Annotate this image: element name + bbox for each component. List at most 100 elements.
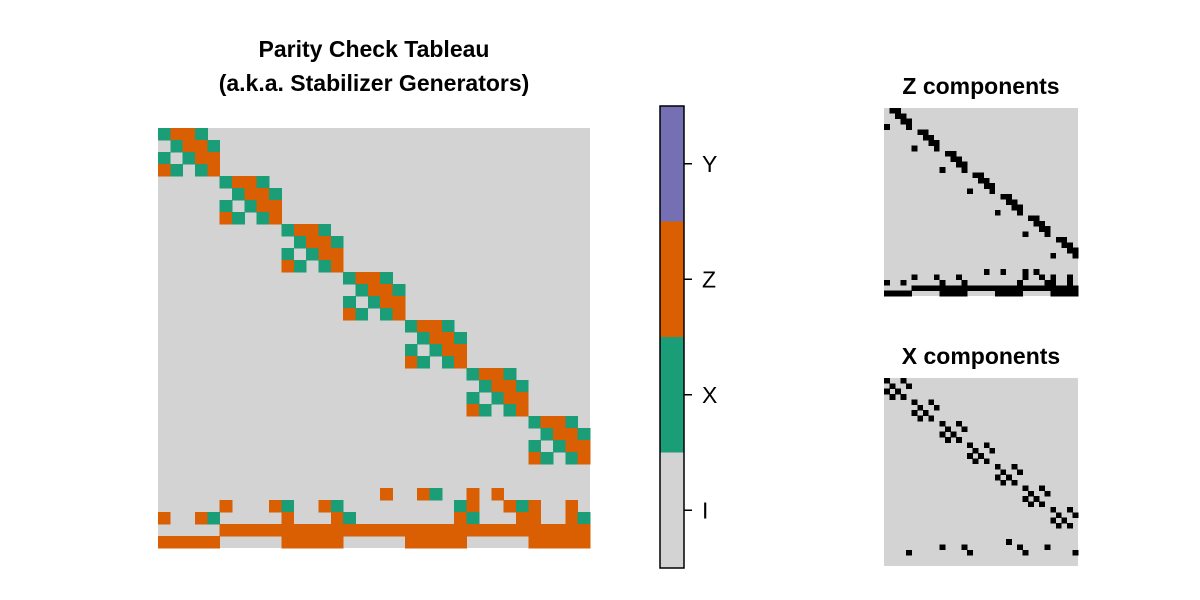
z-components-heatmap (884, 108, 1079, 297)
z-components-cell (983, 183, 990, 189)
x-components-cell (961, 426, 968, 433)
x-components-cell (1050, 506, 1057, 513)
tableau-cell-z (293, 524, 307, 537)
z-components-cell (989, 183, 996, 189)
tableau-cell-z (195, 512, 208, 525)
z-components-cell (989, 285, 996, 291)
x-components-cell (1066, 523, 1073, 529)
tableau-cell-x (195, 128, 208, 141)
tableau-cell-z (577, 536, 591, 549)
tableau-cell-x (565, 452, 579, 465)
tableau-cell-x (306, 248, 319, 261)
x-components-cell (944, 437, 951, 443)
tableau-cell-z (182, 140, 196, 153)
x-components-cell (972, 458, 979, 465)
tableau-panel: Parity Check Tableau (a.k.a. Stabilizer … (158, 36, 591, 549)
tableau-cell-z (417, 536, 430, 549)
z-components-cell (1050, 290, 1057, 297)
x-components-cell (889, 394, 896, 400)
z-components-cell (950, 290, 957, 297)
z-components-cell (1055, 285, 1062, 291)
z-components-cell (967, 188, 973, 195)
z-components-cell (1005, 290, 1012, 297)
z-components-cell (972, 285, 979, 291)
tableau-cell-x (281, 224, 295, 237)
x-components-cell (950, 431, 957, 438)
tableau-cell-z (330, 536, 344, 549)
x-components-cell (906, 383, 913, 390)
tableau-cell-z (491, 488, 504, 501)
z-components-cell (1022, 231, 1029, 238)
x-components-cell (1072, 549, 1079, 556)
tableau-cell-z (318, 536, 332, 549)
z-components-cell (1050, 285, 1057, 291)
tableau-cell-x (392, 284, 406, 297)
tableau-cell-x (195, 164, 208, 177)
tableau-cell-z (269, 524, 282, 537)
z-components-cell (961, 285, 968, 291)
tableau-cell-x (404, 320, 418, 333)
z-components-cell (944, 285, 951, 291)
tableau-cell-x (158, 128, 171, 141)
z-components-cell (983, 177, 990, 184)
tableau-cell-z (503, 380, 517, 393)
tableau-cell-z (256, 200, 270, 213)
tableau-cell-x (182, 152, 196, 165)
colorbar-frame (659, 105, 685, 569)
x-components-title: X components (902, 343, 1060, 369)
z-components-cell (1061, 236, 1068, 243)
tableau-cell-x (478, 380, 492, 393)
x-components-cell (978, 453, 985, 459)
x-components-cell (889, 383, 896, 390)
tableau-cell-z (281, 260, 295, 273)
tableau-cell-z (355, 524, 369, 537)
tableau-cell-x (417, 356, 430, 369)
tableau-cell-z (306, 236, 319, 249)
z-components-cell (950, 156, 957, 163)
x-components-cell (1022, 496, 1029, 502)
x-components-cell (895, 388, 901, 395)
tableau-cell-z (392, 296, 406, 309)
x-components-cell (1005, 539, 1012, 545)
tableau-background (158, 128, 590, 548)
tableau-cell-z (207, 536, 221, 549)
x-components-cell (1011, 463, 1018, 470)
tableau-cell-z (454, 356, 467, 369)
tableau-cell-z (417, 524, 430, 537)
tableau-cell-x (343, 296, 356, 309)
x-components-cell (972, 447, 979, 454)
tableau-cell-x (577, 428, 591, 441)
z-components-cell (956, 274, 962, 281)
colorbar-tick-label-x: X (702, 382, 717, 408)
z-components-cell (1044, 231, 1051, 238)
tableau-cell-z (528, 536, 542, 549)
x-components-cell (939, 544, 946, 551)
tableau-cell-z (330, 248, 344, 261)
tableau-cell-x (170, 164, 184, 177)
colorbar-swatch-y (660, 106, 684, 222)
x-components-cell (1033, 496, 1040, 502)
tableau-cell-x (528, 416, 542, 429)
tableau-cell-x (417, 332, 430, 345)
z-components-cell (1022, 274, 1029, 281)
tableau-cell-z (466, 524, 480, 537)
tableau-cell-z (244, 524, 258, 537)
z-components-cell (1044, 226, 1051, 232)
x-components-cell (939, 431, 946, 438)
x-components-cell (911, 399, 918, 406)
z-components-cell (895, 113, 901, 120)
tableau-cell-z (182, 128, 196, 141)
tableau-cell-x (330, 500, 344, 513)
tableau-cell-z (293, 224, 307, 237)
x-components-cell (961, 544, 968, 551)
tableau-cell-z (515, 512, 529, 525)
tableau-title-line-2: (a.k.a. Stabilizer Generators) (219, 70, 530, 96)
x-components-cell (967, 453, 973, 459)
colorbar: I X Z Y (659, 105, 717, 569)
tableau-heatmap (158, 128, 591, 549)
tableau-cell-x (355, 284, 369, 297)
z-components-cell (944, 290, 951, 297)
tableau-cell-z (392, 524, 406, 537)
tableau-cell-x (207, 140, 221, 153)
